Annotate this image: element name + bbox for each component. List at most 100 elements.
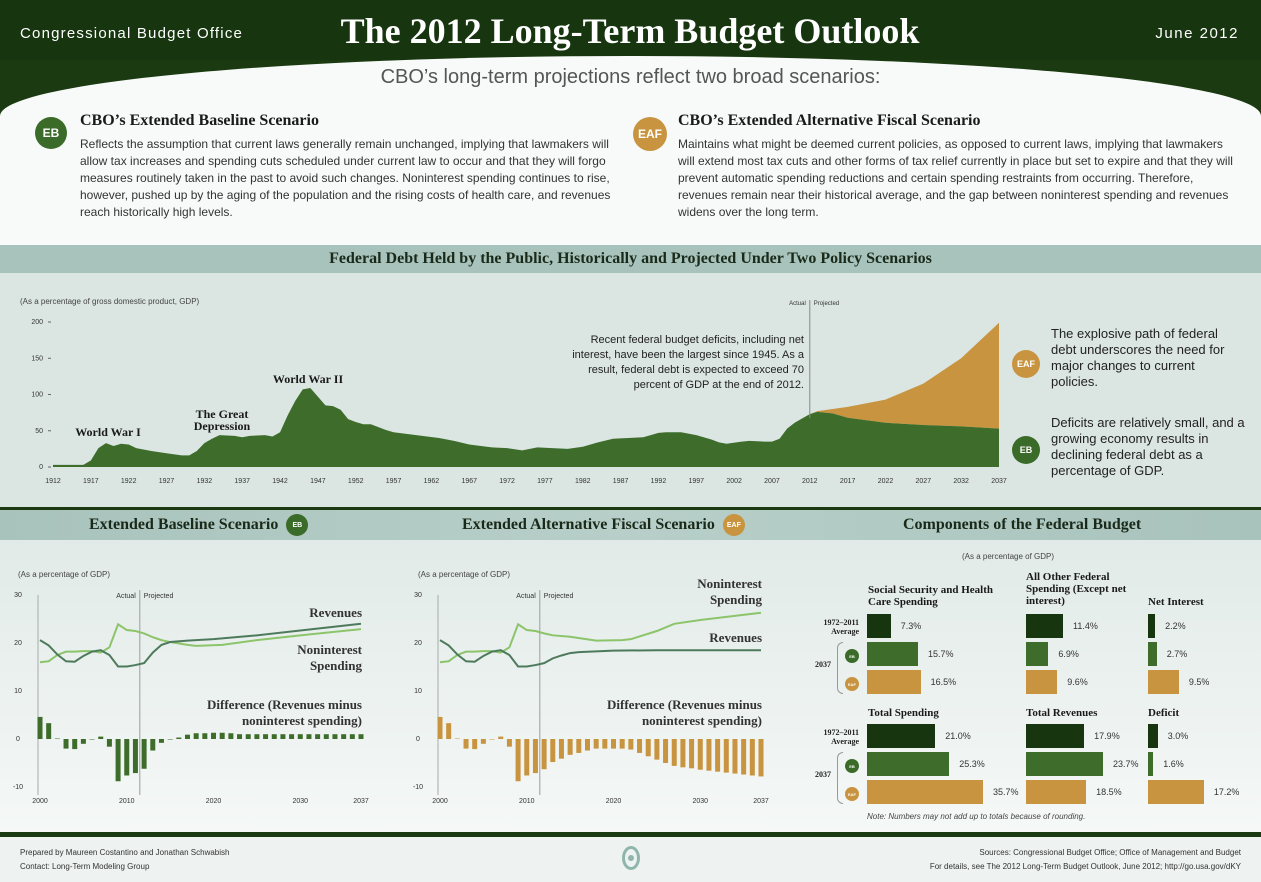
difference-bar — [584, 739, 590, 751]
footer-details: For details, see The 2012 Long-Term Budg… — [929, 862, 1241, 871]
group-title: Total Spending — [868, 707, 939, 719]
bar-value-label: 18.5% — [1096, 787, 1122, 797]
difference-bar — [689, 739, 695, 769]
component-bar — [1026, 752, 1104, 776]
difference-bar — [663, 739, 669, 763]
x-tick-label: 2027 — [916, 478, 932, 485]
eaf-badge-icon: EAF — [722, 514, 745, 536]
projected-label: Projected — [814, 301, 839, 307]
difference-bar — [332, 734, 338, 739]
y-tick-label: 30 — [414, 592, 422, 599]
difference-bar — [628, 739, 634, 750]
revenues-line — [439, 639, 761, 668]
difference-bar — [245, 734, 251, 739]
y-tick-label: 10 — [414, 688, 422, 695]
eaf-debt-note: The explosive path of federal debt under… — [1051, 326, 1225, 389]
eaf-revenues-label: Revenues — [709, 630, 762, 645]
bar-value-label: 17.2% — [1213, 787, 1240, 797]
component-bar — [867, 752, 950, 776]
revenues-line — [39, 622, 362, 668]
group-title: All Other Federal Spending (Except net i… — [1026, 571, 1127, 607]
difference-bar — [228, 733, 234, 739]
difference-bar — [480, 739, 486, 744]
difference-bar — [89, 739, 95, 740]
eaf-difference-label: Difference (Revenues minus noninterest s… — [606, 697, 762, 728]
difference-bar — [446, 723, 452, 739]
intro-subtitle: CBO’s long-term projections reflect two … — [380, 66, 881, 88]
difference-bar — [671, 739, 677, 766]
x-tick-label: 1982 — [575, 478, 591, 485]
eaf-description: Maintains what might be deemed current p… — [678, 137, 1233, 219]
difference-bar — [297, 734, 303, 739]
footer-sources: Sources: Congressional Budget Office; Of… — [979, 848, 1241, 857]
component-bar — [1026, 780, 1087, 804]
x-tick-label: 1947 — [310, 478, 326, 485]
difference-bar — [80, 739, 86, 744]
components-ylabel: (As a percentage of GDP) — [962, 552, 1055, 561]
x-tick-label: 1977 — [537, 478, 553, 485]
footer-prepared-by: Prepared by Maureen Costantino and Jonat… — [20, 848, 230, 857]
event-annotation: The Great Depression — [194, 407, 251, 433]
bar-value-label: 11.4% — [1073, 621, 1098, 631]
eb-badge-icon: EB — [1012, 436, 1040, 464]
difference-bar — [63, 739, 69, 749]
difference-bar — [741, 739, 747, 775]
difference-bar — [558, 739, 564, 759]
x-tick-label: 2022 — [878, 478, 894, 485]
x-tick-label: 2017 — [840, 478, 856, 485]
eb-badge-icon: EB — [845, 649, 859, 663]
y-tick-label: 0 — [39, 464, 43, 471]
difference-bar — [550, 739, 556, 763]
debt-area — [53, 387, 999, 467]
header-bar — [0, 0, 1261, 60]
component-bar — [1148, 724, 1158, 748]
y-tick-label: 50 — [35, 428, 43, 435]
event-annotation: World War II — [273, 372, 344, 386]
eaf-chart-ylabel: (As a percentage of GDP) — [418, 570, 511, 579]
bar-value-label: 2.7% — [1166, 649, 1188, 659]
x-tick-label: 2037 — [753, 798, 769, 805]
x-tick-label: 1992 — [651, 478, 667, 485]
eaf-title: CBO’s Extended Alternative Fiscal Scenar… — [678, 112, 981, 129]
group-title: Deficit — [1148, 707, 1180, 719]
difference-bar — [54, 738, 60, 740]
publication-date: June 2012 — [1155, 25, 1239, 42]
eb-spending-label: Noninterest Spending — [297, 642, 362, 673]
bar-value-label: 21.0% — [945, 731, 971, 741]
row-label-average: 1972–2011 Average — [823, 728, 859, 746]
eaf-badge-icon: EAF — [845, 787, 859, 801]
bar-value-label: 9.5% — [1188, 677, 1210, 687]
x-tick-label: 2037 — [991, 478, 1007, 485]
difference-bar — [167, 739, 173, 740]
debt-chart-annotation: Recent federal budget deficits, includin… — [572, 334, 804, 391]
difference-bar — [515, 739, 521, 782]
component-bar — [1148, 752, 1154, 776]
bar-value-label: 23.7% — [1113, 759, 1139, 769]
x-tick-label: 1962 — [424, 478, 440, 485]
difference-bar — [758, 739, 764, 777]
component-bar — [867, 780, 984, 804]
cbo-logo-icon — [622, 846, 640, 870]
bar-value-label: 6.9% — [1058, 649, 1079, 659]
difference-bar — [158, 739, 164, 743]
difference-bar — [463, 739, 469, 749]
component-bar — [1148, 780, 1204, 804]
row-label-year: 2037 — [815, 770, 831, 779]
y-tick-label: 30 — [14, 592, 22, 599]
difference-bar — [637, 739, 643, 753]
eaf-chart-title: Extended Alternative Fiscal Scenario — [462, 516, 715, 533]
eb-chart-header: Extended Baseline Scenario EB — [89, 514, 309, 536]
eb-chart-title: Extended Baseline Scenario — [89, 516, 279, 533]
difference-bar — [524, 739, 530, 776]
x-tick-label: 2030 — [292, 798, 308, 805]
x-tick-label: 1987 — [613, 478, 629, 485]
actual-label: Actual — [516, 593, 536, 600]
y-tick-label: -10 — [13, 784, 23, 791]
actual-label: Actual — [789, 301, 806, 307]
eb-description: Reflects the assumption that current law… — [80, 137, 611, 219]
y-tick-label: 20 — [14, 640, 22, 647]
y-tick-label: 150 — [31, 355, 43, 362]
component-bar — [1148, 614, 1156, 638]
x-tick-label: 1917 — [83, 478, 99, 485]
row-label-year: 2037 — [815, 660, 831, 669]
